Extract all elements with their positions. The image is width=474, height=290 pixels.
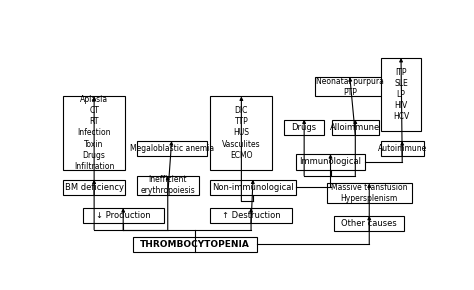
Bar [327,183,412,203]
Bar [381,141,423,157]
Text: ITP
SLE
LP
HIV
HCV: ITP SLE LP HIV HCV [393,68,409,121]
Text: ↑ Destruction: ↑ Destruction [222,211,281,220]
Text: Other causes: Other causes [341,219,397,228]
Text: Alloimmune: Alloimmune [330,123,381,132]
Bar [334,216,404,231]
Bar [133,237,257,252]
Bar [210,96,273,170]
Bar [315,77,385,96]
Bar [210,180,296,195]
Text: DIC
TTP
HUS
Vasculites
ECMO: DIC TTP HUS Vasculites ECMO [222,106,261,160]
Bar [381,58,421,131]
Text: BM deficiency: BM deficiency [64,183,124,192]
Text: Inefficient
erythropoiesis: Inefficient erythropoiesis [140,175,195,195]
Bar [284,119,324,135]
Text: Massive transfusion
Hypersplenism: Massive transfusion Hypersplenism [331,183,408,203]
Text: ↓ Production: ↓ Production [96,211,151,220]
Bar [210,208,292,224]
Text: Aplasia
CT
RT
Infection
Toxin
Drugs
Infiltration: Aplasia CT RT Infection Toxin Drugs Infi… [74,95,114,171]
Bar [82,208,164,224]
Bar [332,119,379,135]
Text: THROMBOCYTOPENIA: THROMBOCYTOPENIA [140,240,250,249]
Bar [137,141,207,157]
Text: Drugs: Drugs [292,123,317,132]
Bar [63,180,125,195]
Text: Non-immunological: Non-immunological [212,183,294,192]
Bar [296,154,365,170]
Bar [137,176,199,195]
Text: Immunological: Immunological [300,157,362,166]
Bar [63,96,125,170]
Text: Neonatal purpura
PTP: Neonatal purpura PTP [316,77,384,97]
Text: Autoimmune: Autoimmune [378,144,427,153]
Text: Megaloblastic anemia: Megaloblastic anemia [129,144,214,153]
